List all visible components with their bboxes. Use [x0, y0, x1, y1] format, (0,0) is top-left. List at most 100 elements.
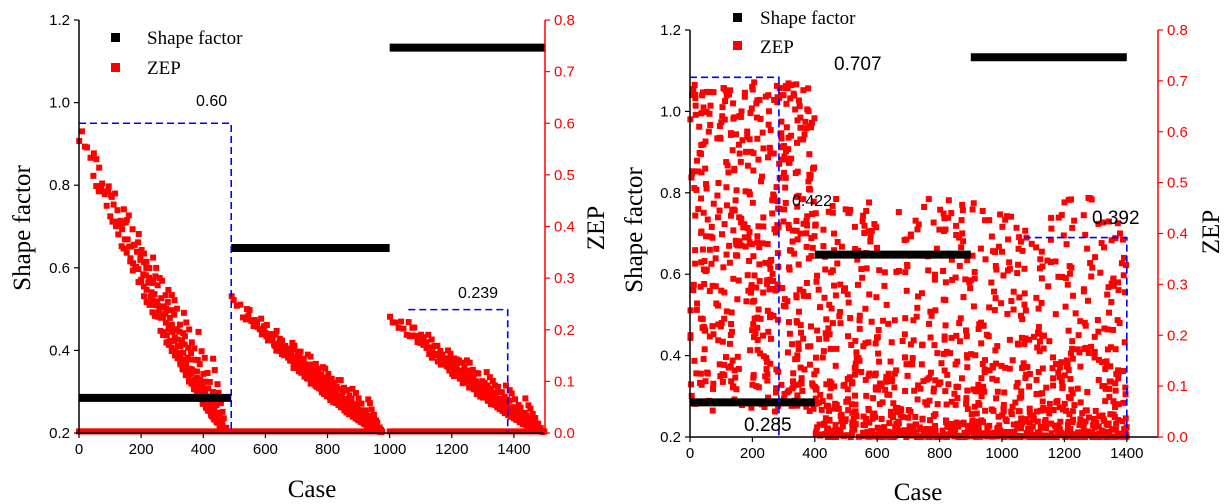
- zep-point: [1041, 418, 1048, 425]
- zep-point: [793, 193, 800, 200]
- zep-point: [285, 345, 292, 352]
- zep-point: [434, 342, 441, 349]
- zep-point: [784, 349, 791, 356]
- zep-point: [800, 292, 807, 299]
- zep-point: [845, 299, 852, 306]
- zep-point: [708, 260, 715, 267]
- zep-point: [152, 273, 159, 280]
- zep-point: [754, 135, 761, 142]
- zep-point: [813, 385, 820, 392]
- zep-point: [887, 408, 894, 415]
- zep-point: [990, 288, 997, 295]
- zep-point: [960, 419, 967, 426]
- zep-point: [905, 407, 912, 414]
- zep-point: [816, 421, 823, 428]
- zep-point: [522, 395, 529, 402]
- zep-point: [709, 323, 716, 330]
- zep-point: [764, 307, 771, 314]
- zep-point: [1093, 420, 1100, 427]
- zep-point: [879, 399, 886, 406]
- zep-point: [766, 144, 773, 151]
- zep-point: [703, 88, 710, 95]
- zep-point: [323, 379, 330, 386]
- zep-point: [1015, 261, 1022, 268]
- zep-point: [692, 247, 699, 254]
- zep-point: [160, 303, 167, 310]
- zep-point: [1028, 240, 1035, 247]
- zep-point: [847, 206, 854, 213]
- zep-point: [173, 305, 180, 312]
- zep-point: [990, 407, 997, 414]
- zep-point: [425, 344, 432, 351]
- zep-point: [1055, 422, 1062, 429]
- zep-point: [825, 407, 832, 414]
- zep-point: [942, 322, 949, 329]
- zep-point: [1068, 196, 1075, 203]
- zep-point: [738, 215, 745, 222]
- zep-point: [947, 430, 954, 437]
- zep-point: [737, 158, 744, 165]
- zep-point: [706, 246, 713, 253]
- zep-point: [1122, 289, 1129, 296]
- zep-point: [976, 401, 983, 408]
- zep-point: [1055, 273, 1062, 280]
- zep-point: [942, 388, 949, 395]
- zep-point: [716, 123, 723, 130]
- zep-point: [806, 171, 813, 178]
- zep-point: [700, 209, 707, 216]
- zep-point: [807, 323, 814, 330]
- zep-point: [752, 330, 759, 337]
- zep-point: [1096, 413, 1103, 420]
- zep-point: [1061, 199, 1068, 206]
- zep-point: [980, 322, 987, 329]
- zep-point: [1009, 357, 1016, 364]
- zep-point: [766, 260, 773, 267]
- zep-point: [882, 386, 889, 393]
- zep-point: [210, 355, 217, 362]
- zep-point: [848, 341, 855, 348]
- zep-point: [796, 286, 803, 293]
- zep-point: [921, 203, 928, 210]
- right-guides: [690, 76, 1128, 437]
- zep-point: [166, 314, 173, 321]
- zep-point: [755, 384, 762, 391]
- zep-point: [931, 271, 938, 278]
- zep-point: [170, 337, 177, 344]
- zep-point: [146, 301, 153, 308]
- zep-point: [979, 360, 986, 367]
- zep-point: [778, 135, 785, 142]
- zep-point: [1115, 416, 1122, 423]
- zep-point: [348, 400, 355, 407]
- zep-point: [919, 415, 926, 422]
- left-zep-points: [76, 128, 548, 435]
- zep-point: [849, 409, 856, 416]
- zep-point: [952, 274, 959, 281]
- zep-point: [792, 106, 799, 113]
- zep-point: [1103, 362, 1110, 369]
- zep-point: [163, 305, 170, 312]
- zep-point: [220, 415, 227, 422]
- zep-point: [992, 295, 999, 302]
- zep-point: [1074, 346, 1081, 353]
- zep-point: [1082, 429, 1089, 436]
- zep-point: [502, 382, 509, 389]
- zep-point: [1046, 400, 1053, 407]
- zep-point: [765, 92, 772, 99]
- zep-point: [759, 240, 766, 247]
- zep-point: [822, 330, 829, 337]
- zep-point: [728, 309, 735, 316]
- zep-point: [861, 422, 868, 429]
- zep-point: [362, 407, 369, 414]
- y-tick-label: 0.6: [49, 260, 70, 277]
- zep-point: [809, 244, 816, 251]
- zep-point: [831, 282, 838, 289]
- zep-point: [462, 370, 469, 377]
- zep-point: [907, 233, 914, 240]
- zep-point: [800, 87, 807, 94]
- zep-point: [310, 380, 317, 387]
- zep-point: [263, 322, 270, 329]
- zep-point: [699, 246, 706, 253]
- zep-point: [803, 125, 810, 132]
- zep-point: [741, 221, 748, 228]
- zep-point: [1078, 429, 1085, 436]
